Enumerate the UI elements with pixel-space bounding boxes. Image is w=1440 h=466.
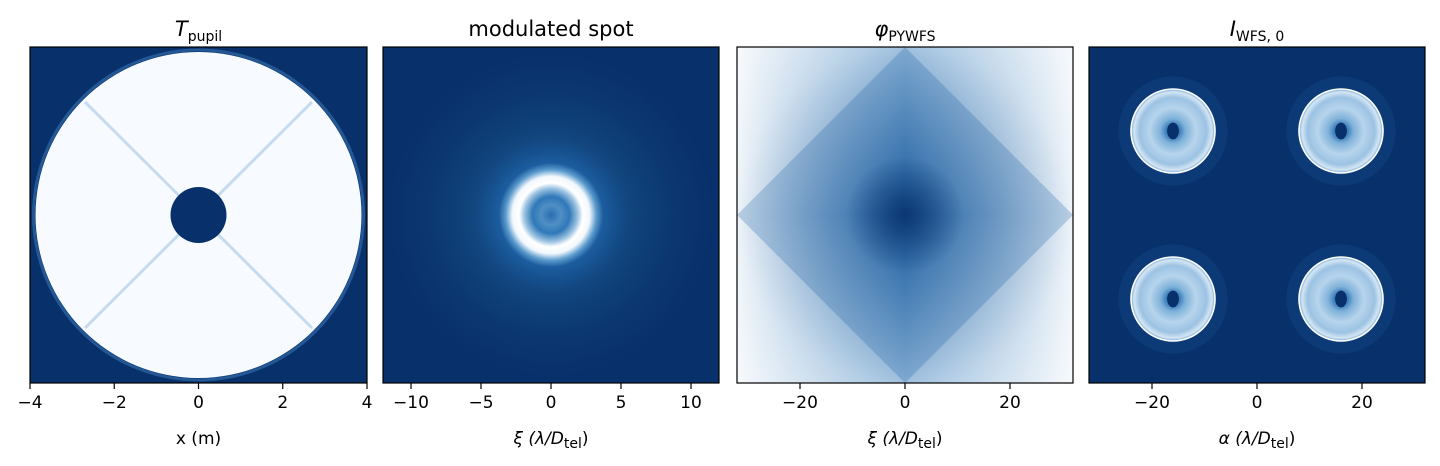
pupil-obscuration <box>1335 290 1347 308</box>
pupil-outline-circle <box>1130 256 1216 342</box>
panel-wfs-intensity: IWFS, 0 −20 0 20 α (λ/Dtel) <box>1088 17 1426 452</box>
x-axis-label: ξ (λ/Dtel) <box>866 429 942 452</box>
x-tick-label: −20 <box>782 393 818 413</box>
x-axis-ticks: −4 −2 0 2 4 <box>17 383 372 413</box>
x-tick-label: 0 <box>900 393 911 413</box>
panel-phase-mask: φPYWFS −20 0 20 ξ (λ/Dtel) <box>736 17 1074 452</box>
x-tick-label: 4 <box>362 393 373 413</box>
x-tick-label: 10 <box>680 393 702 413</box>
panel-modulated-spot: modulated spot −10 −5 0 5 10 ξ (λ/Dtel) <box>382 17 720 452</box>
pupil-outline-circle <box>1130 88 1216 174</box>
x-tick-label: −5 <box>468 393 493 413</box>
x-tick-label: 2 <box>277 393 288 413</box>
x-axis-label: α (λ/Dtel) <box>1219 429 1296 452</box>
panel-title: φPYWFS <box>874 17 935 45</box>
pupil-outline-circle <box>1298 88 1384 174</box>
panel-title: IWFS, 0 <box>1230 17 1285 45</box>
x-axis-label: ξ (λ/Dtel) <box>512 429 588 452</box>
x-tick-label: 0 <box>1252 393 1263 413</box>
x-axis-ticks: −10 −5 0 5 10 <box>393 383 702 413</box>
panel-title: Tpupil <box>175 17 222 45</box>
x-axis-label: x (m) <box>176 429 221 449</box>
pupil-outline-circle <box>1298 256 1384 342</box>
pupil-obscuration <box>1167 290 1179 308</box>
pupil-obscuration <box>1167 122 1179 140</box>
x-tick-label: 0 <box>193 393 204 413</box>
x-tick-label: 20 <box>999 393 1021 413</box>
x-tick-label: 20 <box>1351 393 1373 413</box>
modulated-spot-image <box>383 47 719 383</box>
panel-pupil: Tpupil −4 −2 0 2 4 x (m) <box>17 17 372 449</box>
x-axis-ticks: −20 0 20 <box>1134 383 1373 413</box>
panel-title: modulated spot <box>468 17 633 41</box>
x-tick-label: −20 <box>1134 393 1170 413</box>
x-axis-ticks: −20 0 20 <box>782 383 1021 413</box>
x-tick-label: −4 <box>17 393 42 413</box>
central-obscuration <box>170 187 227 243</box>
x-tick-label: 0 <box>546 393 557 413</box>
pupil-obscuration <box>1335 122 1347 140</box>
x-tick-label: 5 <box>616 393 627 413</box>
x-tick-label: −2 <box>102 393 127 413</box>
x-tick-label: −10 <box>393 393 429 413</box>
